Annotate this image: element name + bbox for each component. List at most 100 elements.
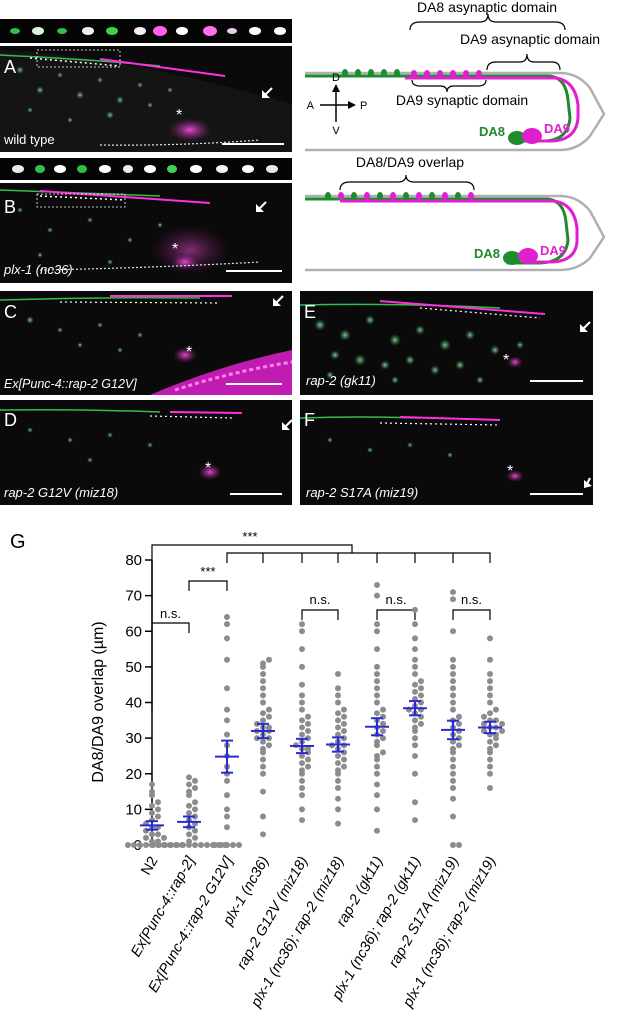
- data-point: [299, 806, 305, 813]
- data-point: [150, 842, 156, 848]
- data-point: [412, 688, 418, 695]
- data-point: [224, 792, 230, 799]
- da8-soma-2: [503, 251, 521, 265]
- data-point: [186, 802, 192, 809]
- data-point: [299, 767, 305, 774]
- panel-d-letter: D: [4, 410, 17, 430]
- data-point: [260, 671, 266, 677]
- data-point: [260, 756, 266, 763]
- data-point: [299, 817, 305, 824]
- panel-g-letter: G: [10, 531, 26, 553]
- overlap-brace: [339, 174, 475, 191]
- panel-b-arrow-icon: [256, 201, 267, 212]
- panel-a-zoom-box: [36, 49, 121, 68]
- data-point: [487, 678, 493, 685]
- y-tick-label: 80: [125, 552, 142, 569]
- data-point: [456, 728, 462, 734]
- data-point: [450, 756, 456, 763]
- data-point: [266, 724, 272, 731]
- data-point: [374, 581, 380, 588]
- data-point: [186, 774, 192, 781]
- panel-f-asterisk: *: [507, 463, 513, 480]
- panel-f-arrow-icon: [584, 477, 592, 488]
- y-tick-label: 20: [125, 766, 142, 783]
- significance-label: ***: [200, 564, 215, 579]
- data-point: [143, 842, 149, 848]
- panel-e-asterisk: *: [503, 352, 509, 369]
- data-point: [156, 842, 162, 848]
- data-point: [374, 699, 380, 706]
- data-point: [204, 842, 210, 848]
- panel-c-asterisk: *: [186, 344, 192, 361]
- data-point: [341, 706, 347, 713]
- data-point: [180, 842, 186, 848]
- panel-e-letter: E: [304, 302, 316, 322]
- data-point: [224, 685, 230, 692]
- data-point: [260, 660, 266, 667]
- data-point: [299, 663, 305, 670]
- data-point: [149, 802, 155, 809]
- data-point: [374, 781, 380, 788]
- data-point: [192, 827, 198, 834]
- data-point: [299, 785, 305, 791]
- data-point: [374, 763, 380, 770]
- data-point: [299, 628, 305, 635]
- data-point: [412, 656, 418, 663]
- data-point: [412, 724, 418, 731]
- data-point: [335, 671, 341, 677]
- data-point: [186, 809, 192, 816]
- data-point: [450, 785, 456, 791]
- svg-text:P: P: [360, 100, 367, 112]
- data-point: [412, 799, 418, 806]
- panel-a: * A wild type: [0, 19, 292, 152]
- panel-b-cells: [17, 207, 163, 265]
- data-point: [374, 592, 380, 599]
- data-point: [305, 756, 311, 763]
- data-point: [299, 646, 305, 653]
- data-point: [192, 834, 198, 841]
- data-point: [335, 752, 341, 759]
- data-point: [450, 692, 456, 699]
- data-point: [266, 713, 272, 720]
- significance-label: n.s.: [386, 592, 407, 607]
- data-point: [299, 706, 305, 713]
- data-point: [162, 842, 168, 848]
- data-point: [168, 842, 174, 848]
- data-point: [450, 777, 456, 784]
- data-point: [149, 809, 155, 816]
- data-point: [380, 706, 386, 713]
- da8-asynaptic-label: DA8 asynaptic domain: [417, 0, 557, 15]
- panel-a-da9-soma: [168, 118, 212, 142]
- data-point: [335, 724, 341, 731]
- bracket: [301, 609, 339, 620]
- da8-label: DA8: [479, 124, 505, 139]
- data-point: [374, 710, 380, 717]
- data-point: [418, 685, 424, 692]
- da9-axon-2: [340, 199, 579, 264]
- data-point: [374, 663, 380, 670]
- bracket: [152, 622, 190, 633]
- data-point: [456, 742, 462, 749]
- y-tick-label: 30: [125, 730, 142, 747]
- data-point: [412, 717, 418, 724]
- data-point: [335, 777, 341, 784]
- data-point: [374, 752, 380, 759]
- data-point: [450, 589, 456, 596]
- panel-d-arrow-icon: [282, 419, 293, 430]
- panel-b-image: [0, 183, 292, 283]
- data-point: [305, 720, 311, 727]
- data-point: [224, 813, 230, 820]
- data-point: [260, 710, 266, 717]
- data-point: [487, 699, 493, 706]
- data-point: [412, 663, 418, 670]
- panel-a-asterisk: *: [176, 107, 182, 124]
- y-tick-label: 50: [125, 659, 142, 676]
- data-point: [374, 628, 380, 635]
- data-point: [335, 699, 341, 706]
- data-point: [450, 596, 456, 603]
- data-point: [412, 681, 418, 688]
- data-point: [450, 678, 456, 685]
- data-point: [487, 763, 493, 770]
- data-point: [450, 745, 456, 752]
